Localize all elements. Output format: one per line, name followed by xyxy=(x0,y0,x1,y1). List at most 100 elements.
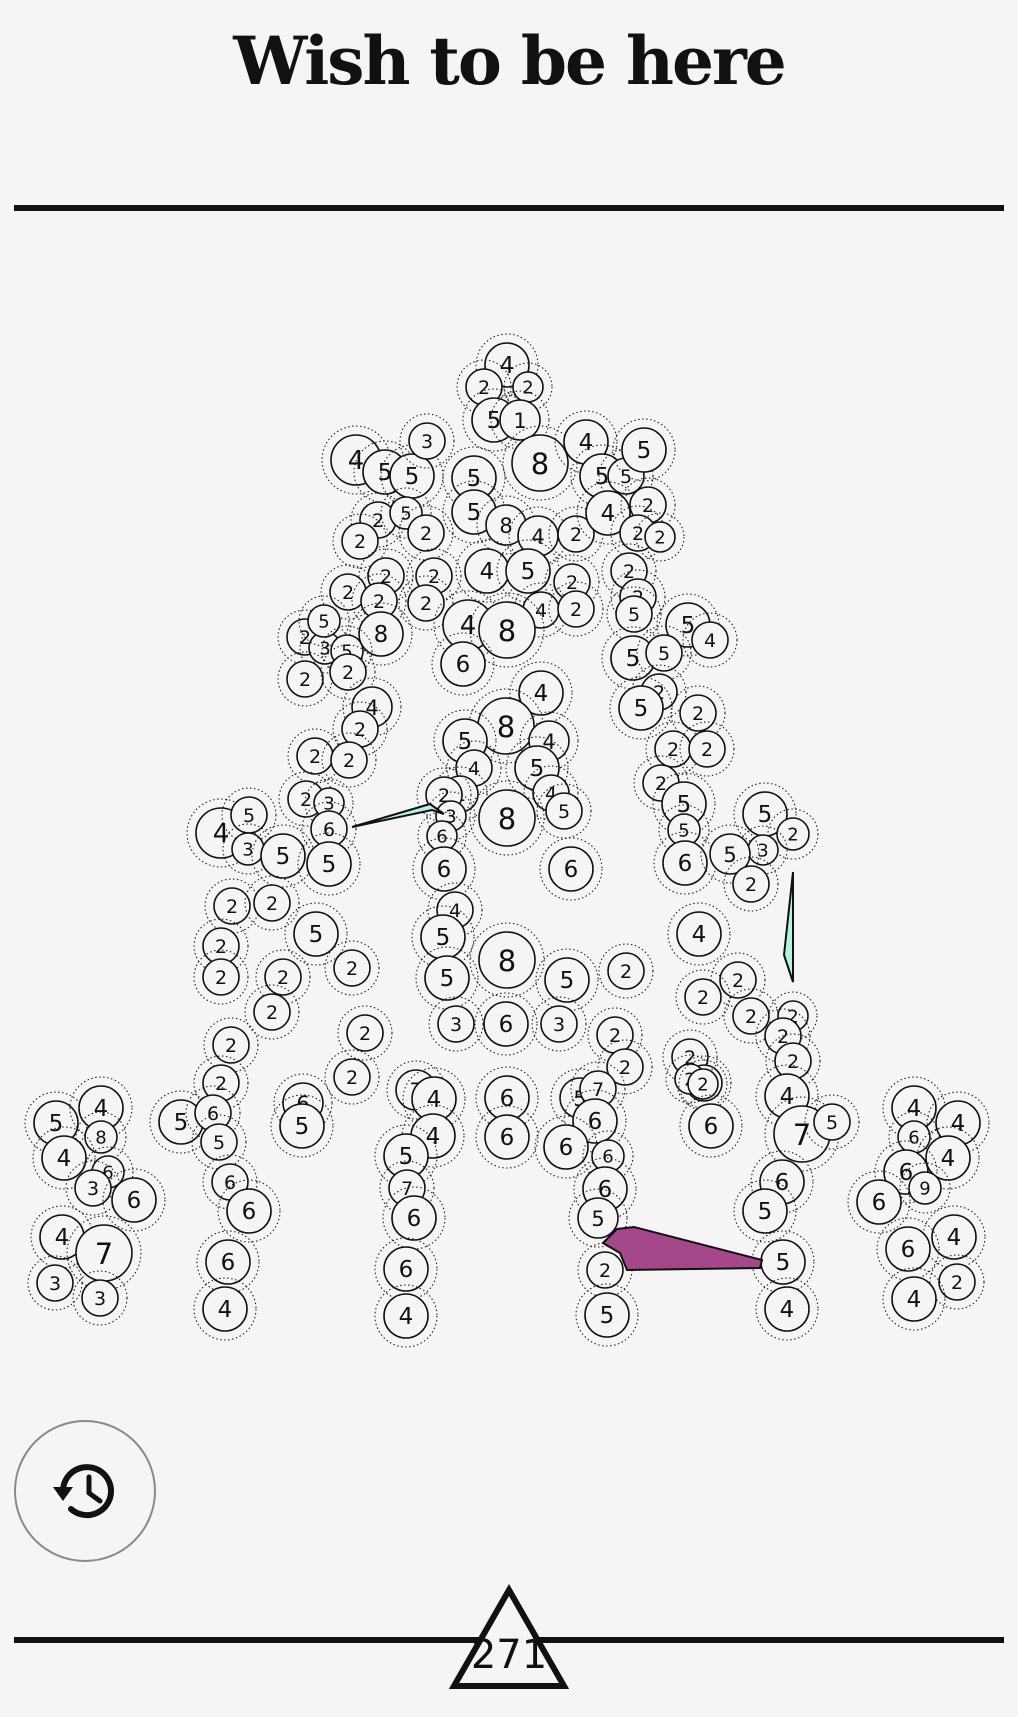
undo-button[interactable] xyxy=(14,1420,156,1562)
cell-disc[interactable] xyxy=(615,595,653,633)
cell-disc[interactable] xyxy=(548,846,594,892)
cell-174[interactable]: 3 xyxy=(72,1270,128,1326)
cell-116[interactable]: 2 xyxy=(337,1005,393,1061)
cell-19[interactable]: 2 xyxy=(398,505,454,561)
cell-134[interactable]: 5 xyxy=(149,1090,213,1154)
cell-disc[interactable] xyxy=(742,1188,788,1234)
cell-39[interactable]: 5 xyxy=(606,586,662,642)
cell-disc[interactable] xyxy=(618,685,664,731)
cell-170[interactable]: 6 xyxy=(847,1170,911,1234)
cell-disc[interactable] xyxy=(621,427,667,473)
cell-disc[interactable] xyxy=(213,887,251,925)
cell-85[interactable]: 5 xyxy=(251,824,315,888)
cell-disc[interactable] xyxy=(407,584,445,622)
cell-disc[interactable] xyxy=(391,1195,437,1241)
cell-182[interactable]: 4 xyxy=(755,1277,819,1341)
mint-shard-left[interactable] xyxy=(351,802,445,828)
cell-disc[interactable] xyxy=(253,884,291,922)
cell-disc[interactable] xyxy=(483,1001,529,1047)
cell-49[interactable]: 6 xyxy=(431,632,495,696)
cell-59[interactable]: 2 xyxy=(332,701,388,757)
cell-disc[interactable] xyxy=(226,1188,272,1234)
cell-disc[interactable] xyxy=(333,949,371,987)
cell-disc[interactable] xyxy=(306,841,352,887)
cell-54[interactable]: 4 xyxy=(509,661,573,725)
cell-disc[interactable] xyxy=(776,817,810,851)
cell-87[interactable]: 6 xyxy=(412,837,476,901)
cell-disc[interactable] xyxy=(383,1293,429,1339)
cell-disc[interactable] xyxy=(544,957,590,1003)
cell-78[interactable]: 5 xyxy=(536,783,592,839)
cell-disc[interactable] xyxy=(585,490,631,536)
cell-135[interactable]: 6 xyxy=(185,1085,241,1141)
cell-66[interactable]: 2 xyxy=(679,721,735,777)
cell-disc[interactable] xyxy=(687,1068,719,1100)
cell-disc[interactable] xyxy=(684,978,722,1016)
cell-144[interactable]: 5 xyxy=(374,1124,438,1188)
cell-86[interactable]: 5 xyxy=(297,832,361,896)
cell-disc[interactable] xyxy=(408,422,446,460)
cell-14[interactable]: 5 xyxy=(612,418,676,482)
cell-109[interactable]: 5 xyxy=(415,946,479,1010)
cell-163[interactable]: 5 xyxy=(733,1179,797,1243)
cell-disc[interactable] xyxy=(279,1103,325,1149)
cell-disc[interactable] xyxy=(478,931,536,989)
cell-disc[interactable] xyxy=(421,846,467,892)
cell-disc[interactable] xyxy=(572,1098,618,1144)
cell-disc[interactable] xyxy=(557,515,595,553)
cell-18[interactable]: 8 xyxy=(476,495,536,555)
cell-52[interactable]: 2 xyxy=(277,651,333,707)
cell-68[interactable]: 3 xyxy=(304,778,354,828)
cell-disc[interactable] xyxy=(200,1123,238,1161)
cell-disc[interactable] xyxy=(484,1114,530,1160)
cell-130[interactable]: 4 xyxy=(32,1126,96,1190)
cell-disc[interactable] xyxy=(511,434,569,492)
cell-114[interactable]: 6 xyxy=(474,992,538,1056)
cell-51[interactable]: 5 xyxy=(636,625,692,681)
cell-126[interactable]: 2 xyxy=(324,1049,380,1105)
cell-81[interactable]: 5 xyxy=(658,804,710,856)
cell-disc[interactable] xyxy=(856,1179,902,1225)
cell-46[interactable]: 8 xyxy=(349,602,413,666)
cell-186[interactable]: 4 xyxy=(882,1267,946,1331)
cell-91[interactable]: 2 xyxy=(767,808,819,860)
cell-104[interactable]: 5 xyxy=(535,948,599,1012)
cell-disc[interactable] xyxy=(202,958,240,996)
cell-53[interactable]: 2 xyxy=(320,644,376,700)
cell-155[interactable]: 5 xyxy=(568,1188,628,1248)
cell-175[interactable]: 6 xyxy=(196,1230,260,1294)
cell-disc[interactable] xyxy=(577,1197,619,1239)
cell-77[interactable]: 8 xyxy=(469,780,545,856)
cell-20[interactable]: 2 xyxy=(332,513,388,569)
cell-107[interactable]: 2 xyxy=(193,949,249,1005)
cell-140[interactable]: 5 xyxy=(270,1094,334,1158)
cell-94[interactable]: 2 xyxy=(723,856,779,912)
mint-shard-right[interactable] xyxy=(782,871,794,983)
cell-disc[interactable] xyxy=(286,660,324,698)
cell-88[interactable]: 6 xyxy=(539,837,603,901)
cell-disc[interactable] xyxy=(478,601,536,659)
cell-disc[interactable] xyxy=(607,952,645,990)
cell-41[interactable]: 8 xyxy=(469,592,545,668)
cell-117[interactable]: 2 xyxy=(587,1007,643,1063)
cell-185[interactable]: 2 xyxy=(929,1254,985,1310)
cell-120[interactable]: 2 xyxy=(765,1033,821,1089)
cell-169[interactable]: 9 xyxy=(899,1162,951,1214)
cell-disc[interactable] xyxy=(676,911,722,957)
cell-123[interactable]: 2 xyxy=(597,1039,653,1095)
cell-disc[interactable] xyxy=(709,833,751,875)
cell-disc[interactable] xyxy=(81,1279,119,1317)
cell-disc[interactable] xyxy=(925,1135,971,1181)
cell-disc[interactable] xyxy=(891,1276,937,1322)
cell-disc[interactable] xyxy=(111,1177,157,1223)
cell-173[interactable]: 3 xyxy=(27,1255,83,1311)
cell-disc[interactable] xyxy=(330,741,368,779)
cell-disc[interactable] xyxy=(938,1263,976,1301)
cell-152[interactable]: 6 xyxy=(534,1115,598,1179)
cell-disc[interactable] xyxy=(440,641,486,687)
cell-147[interactable]: 6 xyxy=(475,1066,539,1130)
cell-disc[interactable] xyxy=(732,997,770,1035)
magenta-shard[interactable] xyxy=(601,1225,764,1272)
cell-158[interactable]: 6 xyxy=(679,1094,743,1158)
